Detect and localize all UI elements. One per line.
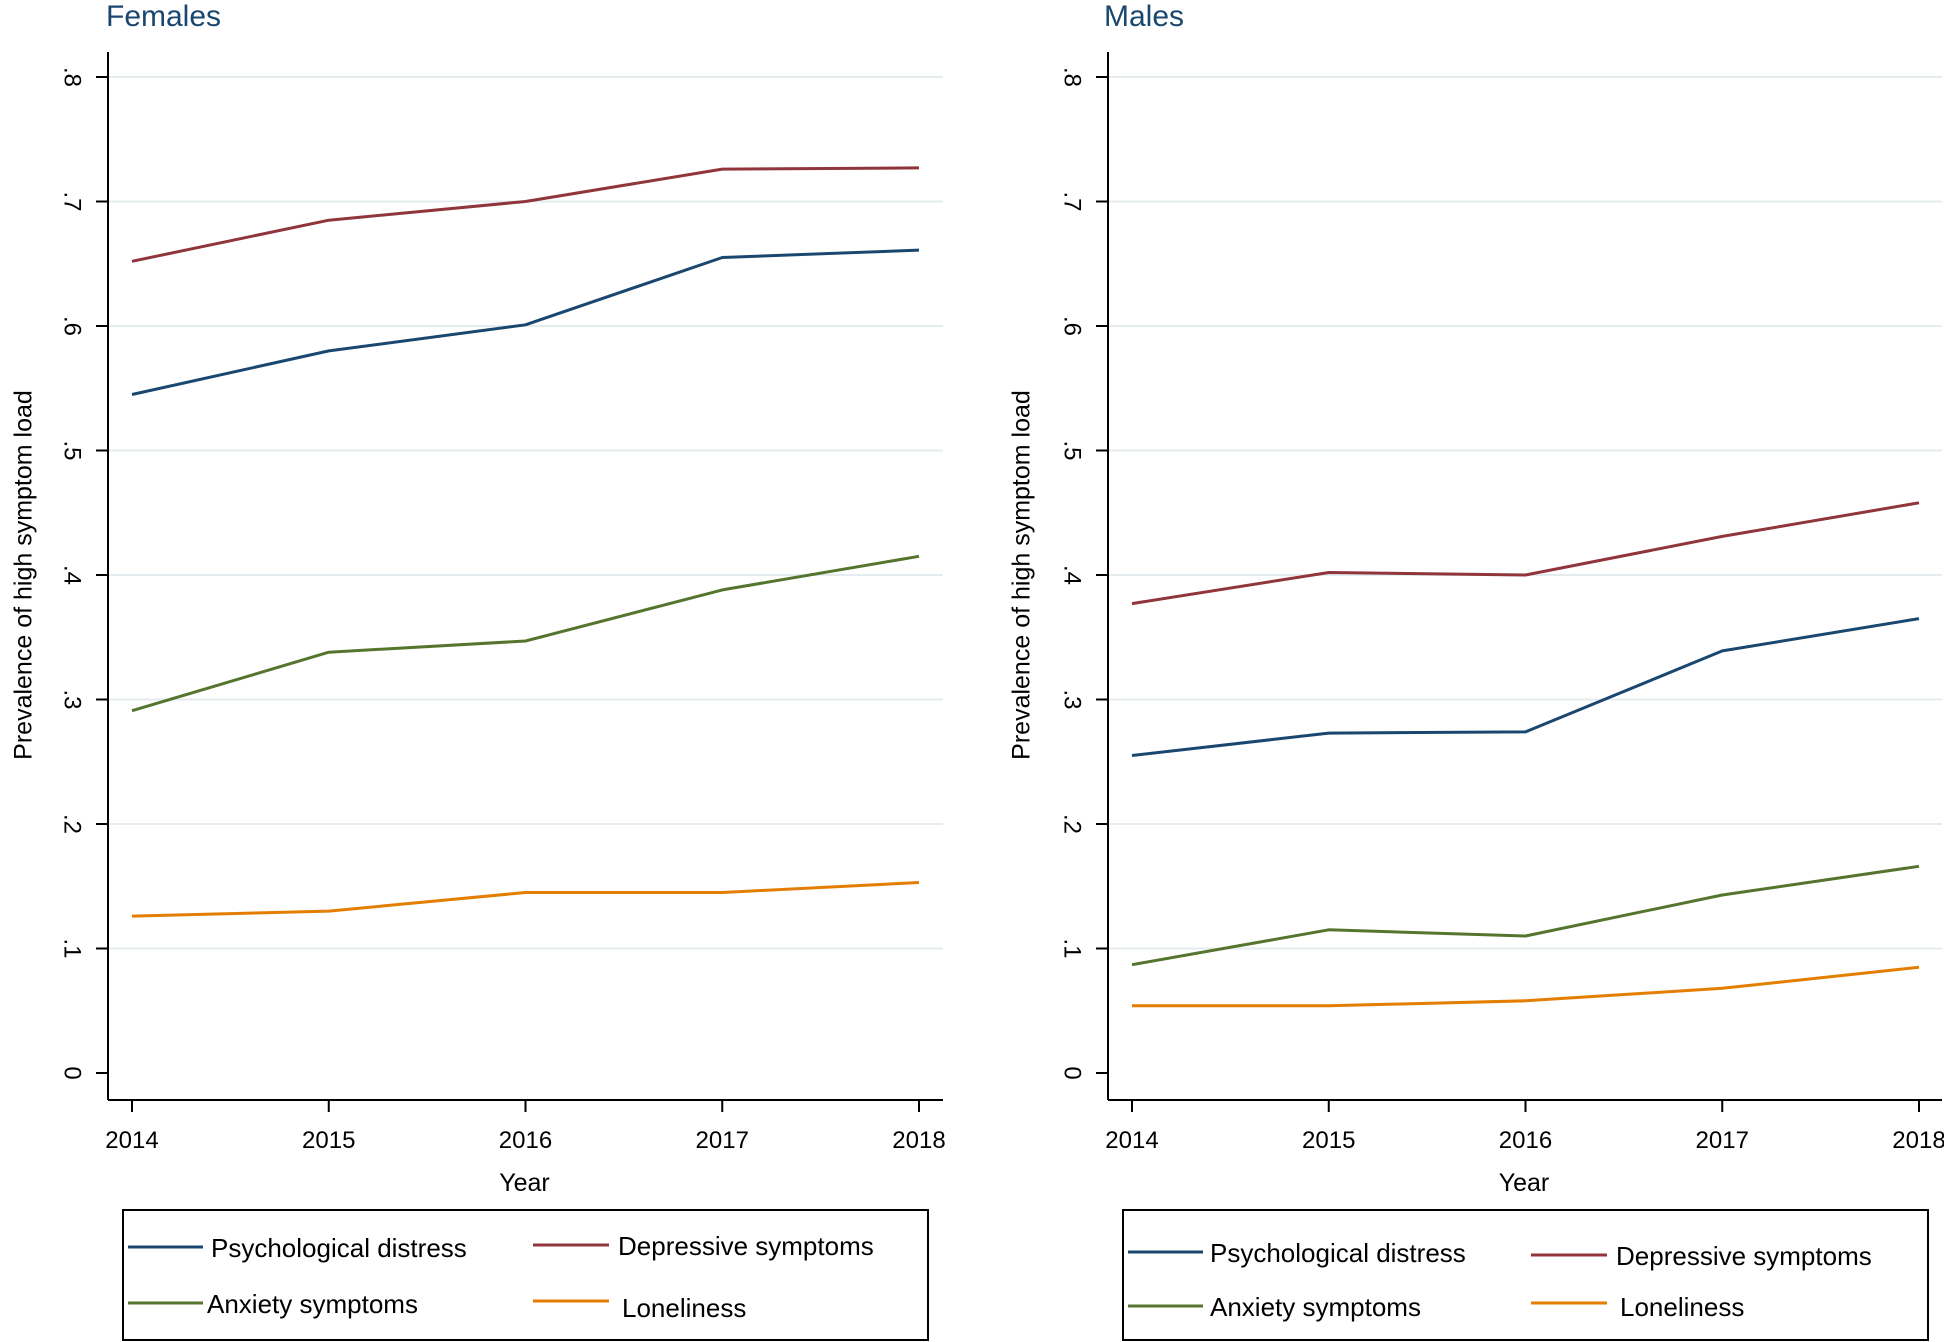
males-legend-label-loneliness: Loneliness <box>1620 1292 1744 1322</box>
females-x-tick-label: 2015 <box>302 1127 355 1154</box>
females-series-line-psychological-distress <box>131 248 920 396</box>
females-y-tick-label: .7 <box>59 191 86 211</box>
females-y-tick-label: .4 <box>59 565 86 585</box>
females-x-tick-label: 2014 <box>105 1127 158 1154</box>
females-x-tick-label: 2016 <box>499 1127 552 1154</box>
females-series-line-anxiety-symptoms <box>131 554 920 713</box>
females-y-tick-label: .5 <box>59 440 86 460</box>
males-y-axis-label: Prevalence of high symptom load <box>1008 390 1036 760</box>
females-y-axis-label: Prevalence of high symptom load <box>10 390 38 760</box>
females-x-tick-label: 2017 <box>696 1127 749 1154</box>
females-legend-label-anxiety-symptoms: Anxiety symptoms <box>207 1289 418 1319</box>
females-y-tick-label: .2 <box>59 814 86 834</box>
females-series-line-loneliness <box>131 881 920 918</box>
males-y-tick-label: .8 <box>1059 67 1086 87</box>
females-y-tick-label: .6 <box>59 316 86 336</box>
females-y-tick-label: .1 <box>59 938 86 958</box>
males-series-line-depressive-symptoms <box>1131 501 1920 606</box>
males-y-tick-label: .1 <box>1059 938 1086 958</box>
males-x-axis-label: Year <box>1499 1169 1550 1197</box>
males-series-line-loneliness <box>1132 965 1920 1008</box>
males-y-tick-label: .3 <box>1059 689 1086 709</box>
males-legend-label-psychological-distress: Psychological distress <box>1210 1238 1466 1268</box>
females-title: Females <box>106 0 221 33</box>
females-series-line-depressive-symptoms <box>131 166 920 263</box>
females-x-tick-label: 2018 <box>892 1127 945 1154</box>
females-legend-label-depressive-symptoms: Depressive symptoms <box>618 1231 874 1261</box>
males-x-tick-label: 2017 <box>1696 1127 1749 1154</box>
males-y-tick-label: .4 <box>1059 565 1086 585</box>
males-x-tick-label: 2014 <box>1105 1127 1158 1154</box>
males-legend-label-anxiety-symptoms: Anxiety symptoms <box>1210 1292 1421 1322</box>
males-x-tick-label: 2015 <box>1302 1127 1355 1154</box>
females-legend-box <box>122 1209 929 1341</box>
males-y-tick-label: .7 <box>1059 191 1086 211</box>
males-x-tick-label: 2018 <box>1892 1127 1944 1154</box>
females-legend: Psychological distress Depressive symptom… <box>122 1209 929 1341</box>
males-y-tick-label: .2 <box>1059 814 1086 834</box>
females-legend-label-psychological-distress: Psychological distress <box>211 1233 467 1263</box>
females-y-tick-label: .3 <box>59 689 86 709</box>
males-x-tick-label: 2016 <box>1499 1127 1552 1154</box>
males-title: Males <box>1104 0 1184 33</box>
females-panel: Females 0 .1 .2 .3 .4 .5 .6 .7 .8 2014 2015 2016 2017… <box>10 0 946 1341</box>
females-legend-label-loneliness: Loneliness <box>622 1293 746 1323</box>
males-legend-label-depressive-symptoms: Depressive symptoms <box>1616 1241 1872 1271</box>
males-legend-box <box>1122 1209 1929 1341</box>
males-panel: Males 0 .1 .2 .3 .4 .5 .6 .7 .8 2014 2015 2016 2017 20… <box>1008 0 1944 1341</box>
males-y-tick-label: .6 <box>1059 316 1086 336</box>
females-y-tick-label: 0 <box>59 1066 86 1079</box>
males-legend: Psychological distress Depressive symptom… <box>1122 1209 1929 1341</box>
females-y-tick-label: .8 <box>59 67 86 87</box>
females-x-axis-label: Year <box>499 1169 550 1197</box>
males-series-line-anxiety-symptoms <box>1131 864 1920 967</box>
males-y-tick-label: 0 <box>1059 1066 1086 1079</box>
males-series-line-psychological-distress <box>1131 617 1920 757</box>
males-y-tick-label: .5 <box>1059 440 1086 460</box>
